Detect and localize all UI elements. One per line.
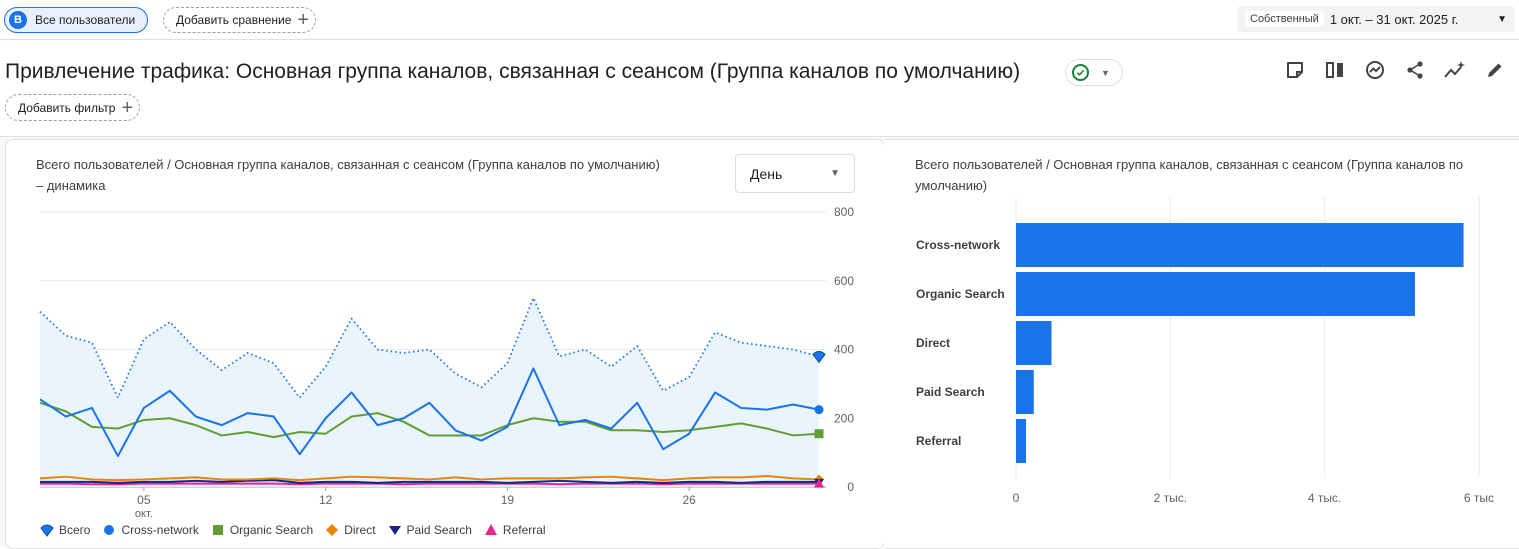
series-line-total [39,297,820,399]
legend-label: Всего [59,523,91,537]
chevron-down-icon: ▼ [1101,67,1110,78]
bar-referral [1016,419,1027,463]
category-label: Referral [916,434,961,448]
series-line-paid-search [40,479,819,484]
category-label: Cross-network [916,238,1000,252]
legend-symbol-icon [102,523,116,537]
legend-label: Paid Search [406,523,472,537]
legend-symbol-icon [325,523,339,537]
category-label: Paid Search [916,385,985,399]
end-marker-organic-search [814,429,824,439]
bar-paid-search [1016,370,1034,414]
segment-label: Все пользователи [35,13,136,27]
legend-label: Referral [502,523,546,537]
x-tick-label: 0 [1013,491,1020,505]
legend-item-total[interactable]: Всего [40,523,90,537]
x-tick-label: 19 [501,493,515,507]
y-tick-label: 600 [834,274,854,288]
y-tick-label: 800 [834,205,854,219]
y-tick-label: 0 [847,480,854,494]
legend-label: Cross-network [121,523,199,537]
date-range-text: 1 окт. – 31 окт. 2025 г. [1329,11,1459,27]
segment-chip[interactable]: B Все пользователи [4,7,149,33]
granularity-dropdown[interactable]: День ▼ [735,154,855,193]
y-tick-label: 400 [834,343,854,357]
legend-item-referral[interactable]: Referral [484,523,546,537]
date-range-picker[interactable]: Собственный 1 окт. – 31 окт. 2025 г. ▼ [1237,6,1515,32]
legend-symbol-icon [484,523,498,537]
line-chart-legend: Всего Cross-network Organic Search Direct Pa… [40,523,558,537]
series-line-cross-network [39,367,820,458]
bar-chart: 0 2 тыс. 4 тыс. 6 тыс Cross-network Organic S… [916,197,1494,505]
plus-icon: + [121,96,134,119]
legend-item-cross-network[interactable]: Cross-network [102,523,199,537]
legend-item-direct[interactable]: Direct [325,523,376,537]
legend-item-paid-search[interactable]: Paid Search [388,523,472,537]
chevron-down-icon: ▼ [1497,13,1507,25]
legend-item-organic-search[interactable]: Organic Search [211,523,313,537]
check-circle-icon [1072,64,1089,81]
category-label: Direct [916,336,950,350]
series-line-direct [39,475,820,482]
total-area [40,297,819,487]
date-range-tag: Собственный [1245,11,1324,27]
compare-icon[interactable] [1320,58,1350,82]
category-label: Organic Search [916,287,1005,301]
granularity-value: День [750,165,783,182]
end-marker-cross-network [814,405,824,415]
note-icon[interactable] [1280,58,1310,82]
chevron-down-icon: ▼ [830,168,840,179]
x-tick-label: 4 тыс. [1308,491,1341,505]
legend-label: Organic Search [229,523,314,537]
x-tick-label: 12 [319,493,333,507]
bar-chart-title: Всего пользователей / Основная группа ка… [915,157,1464,193]
report-status-dropdown[interactable]: ▼ [1065,59,1123,86]
series-line-referral [40,482,819,486]
add-filter-button[interactable]: Добавить фильтр + [5,94,141,121]
x-tick-label: 2 тыс. [1154,491,1187,505]
legend-label: Direct [344,523,376,537]
bar-cross-network [1016,223,1464,267]
report-toolbar [1280,58,1519,82]
legend-symbol-icon [40,523,54,537]
share-icon[interactable] [1400,58,1430,82]
bar-organic-search [1016,272,1415,316]
x-tick-month: окт. [135,508,153,520]
line-chart: 0 200 400 600 800 05 12 19 26 окт. [39,205,854,520]
edit-pencil-icon[interactable] [1480,58,1510,82]
x-tick-label: 05 [137,493,151,507]
top-bar: B Все пользователи Добавить сравнение + … [0,0,1519,40]
insights-icon[interactable] [1360,58,1390,82]
legend-symbol-icon [388,523,402,537]
x-tick-label: 6 тыс [1464,491,1494,505]
end-marker-referral [814,478,824,488]
add-comparison-button[interactable]: Добавить сравнение + [163,7,317,33]
add-comparison-label: Добавить сравнение [176,13,292,27]
page-title: Привлечение трафика: Основная группа кан… [5,60,1021,83]
legend-symbol-icon [211,523,225,537]
end-marker-total [812,350,826,364]
x-tick-label: 26 [682,493,696,507]
bar-direct [1016,321,1052,365]
series-line-organic-search [39,401,820,439]
segment-avatar: B [9,11,27,29]
plus-icon: + [297,9,310,31]
trend-sparkle-icon[interactable] [1440,58,1470,82]
y-tick-label: 200 [834,411,854,425]
line-chart-title: Всего пользователей / Основная группа ка… [36,157,660,193]
add-filter-label: Добавить фильтр [18,100,116,115]
bar-chart-card: Всего пользователей / Основная группа ка… [884,139,1519,549]
